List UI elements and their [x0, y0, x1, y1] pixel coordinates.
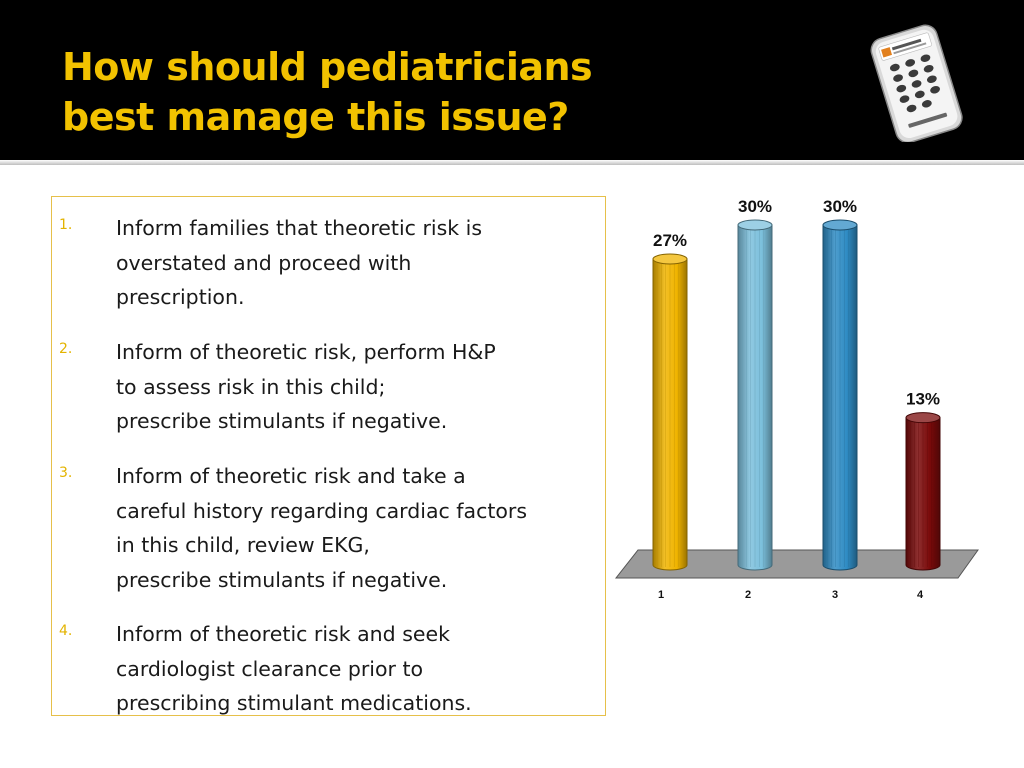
bar-top-1: [652, 253, 688, 265]
x-tick-label: 1: [658, 589, 664, 601]
option-number: 4.: [59, 623, 73, 639]
options-box: 1. Inform families that theoretic risk is…: [51, 196, 606, 716]
slide-header: How should pediatricians best manage thi…: [0, 0, 1024, 160]
option-text-line: prescribe stimulants if negative.: [116, 567, 448, 592]
slide-title: How should pediatricians best manage thi…: [62, 42, 702, 142]
option-text-line: cardiologist clearance prior to: [116, 656, 424, 681]
option-number: 3.: [59, 465, 73, 481]
option-text-line: prescribing stimulant medications.: [116, 691, 472, 715]
option-text-line: prescription.: [116, 285, 245, 309]
option-text-line: in this child, review EKG,: [116, 533, 370, 557]
response-clicker-icon: [870, 24, 963, 142]
chart-floor: [614, 549, 979, 579]
bar-value-label: 30%: [823, 197, 857, 216]
results-bar-chart: 27% 1 30% 2 30% 3 13% 4: [614, 197, 979, 601]
option-number: 2.: [59, 341, 73, 357]
bar-value-label: 27%: [653, 231, 687, 250]
header-divider: [0, 160, 1024, 165]
option-text-line: careful history regarding cardiac factor…: [116, 498, 528, 523]
bar-value-label: 13%: [906, 390, 940, 409]
option-number: 1.: [59, 217, 73, 233]
slide-title-line-1: How should pediatricians: [62, 45, 593, 89]
option-text-line: Inform of theoretic risk, perform H&P: [116, 340, 496, 364]
option-text-line: Inform families that theoretic risk is: [116, 216, 483, 240]
option-text-line: Inform of theoretic risk and seek: [116, 622, 450, 646]
bar-top-2: [737, 219, 773, 231]
slide-title-line-2: best manage this issue?: [62, 95, 569, 139]
bar-top-4: [905, 412, 941, 424]
x-tick-label: 3: [832, 589, 838, 601]
bar-top-3: [822, 219, 858, 231]
option-text: Inform families that theoretic risk is ov…: [116, 211, 586, 315]
option-text-line: to assess risk in this child;: [116, 374, 386, 399]
x-tick-label: 2: [745, 589, 751, 601]
option-text: Inform of theoretic risk and take a caref…: [116, 459, 586, 597]
option-text-line: Inform of theoretic risk and take a: [116, 464, 466, 488]
option-text-line: prescribe stimulants if negative.: [116, 409, 448, 433]
bar-value-label: 30%: [738, 197, 772, 216]
option-text-line: overstated and proceed with: [116, 250, 412, 275]
option-text: Inform of theoretic risk and seek cardiol…: [116, 617, 586, 721]
x-tick-label: 4: [917, 589, 924, 601]
option-text: Inform of theoretic risk, perform H&P to …: [116, 335, 586, 439]
